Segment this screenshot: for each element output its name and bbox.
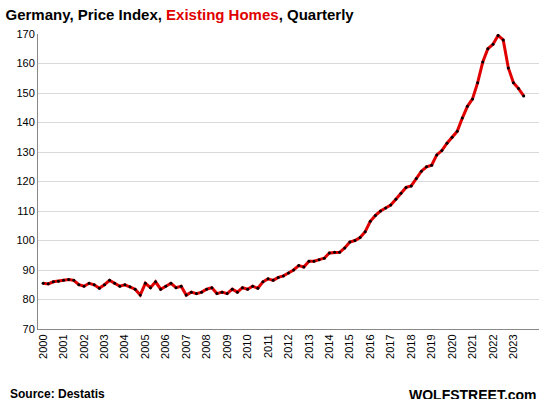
svg-text:2014: 2014 bbox=[323, 334, 335, 358]
svg-text:100: 100 bbox=[16, 234, 34, 246]
svg-text:2011: 2011 bbox=[262, 334, 274, 358]
svg-text:2006: 2006 bbox=[159, 334, 171, 358]
svg-text:170: 170 bbox=[16, 28, 34, 40]
svg-text:2015: 2015 bbox=[343, 334, 355, 358]
svg-text:160: 160 bbox=[16, 57, 34, 69]
svg-text:Germany, Price Index, Existing: Germany, Price Index, Existing Homes, Qu… bbox=[5, 6, 354, 23]
svg-text:110: 110 bbox=[17, 205, 35, 217]
svg-text:2007: 2007 bbox=[180, 334, 192, 358]
svg-text:2017: 2017 bbox=[384, 334, 396, 358]
svg-text:2013: 2013 bbox=[303, 334, 315, 358]
svg-text:WOLFSTREET.com: WOLFSTREET.com bbox=[409, 387, 537, 399]
svg-text:70: 70 bbox=[23, 323, 35, 335]
svg-text:2001: 2001 bbox=[57, 334, 69, 358]
svg-text:2010: 2010 bbox=[241, 334, 253, 358]
svg-text:2009: 2009 bbox=[221, 334, 233, 358]
svg-text:80: 80 bbox=[23, 293, 35, 305]
svg-text:2003: 2003 bbox=[98, 334, 110, 358]
svg-text:2000: 2000 bbox=[37, 334, 49, 358]
svg-text:140: 140 bbox=[16, 116, 34, 128]
svg-text:2019: 2019 bbox=[425, 334, 437, 358]
svg-text:2012: 2012 bbox=[282, 334, 294, 358]
svg-text:2020: 2020 bbox=[446, 334, 458, 358]
svg-text:2016: 2016 bbox=[364, 334, 376, 358]
svg-text:2005: 2005 bbox=[139, 334, 151, 358]
svg-text:120: 120 bbox=[16, 175, 34, 187]
svg-text:150: 150 bbox=[16, 87, 34, 99]
svg-text:130: 130 bbox=[16, 146, 34, 158]
svg-text:90: 90 bbox=[23, 264, 35, 276]
svg-text:2023: 2023 bbox=[507, 334, 519, 358]
svg-text:2002: 2002 bbox=[78, 334, 90, 358]
svg-text:2022: 2022 bbox=[487, 334, 499, 358]
svg-text:2021: 2021 bbox=[466, 334, 478, 358]
svg-text:2004: 2004 bbox=[118, 334, 130, 358]
svg-text:2018: 2018 bbox=[405, 334, 417, 358]
svg-text:2008: 2008 bbox=[200, 334, 212, 358]
svg-text:Source: Destatis: Source: Destatis bbox=[10, 387, 105, 399]
